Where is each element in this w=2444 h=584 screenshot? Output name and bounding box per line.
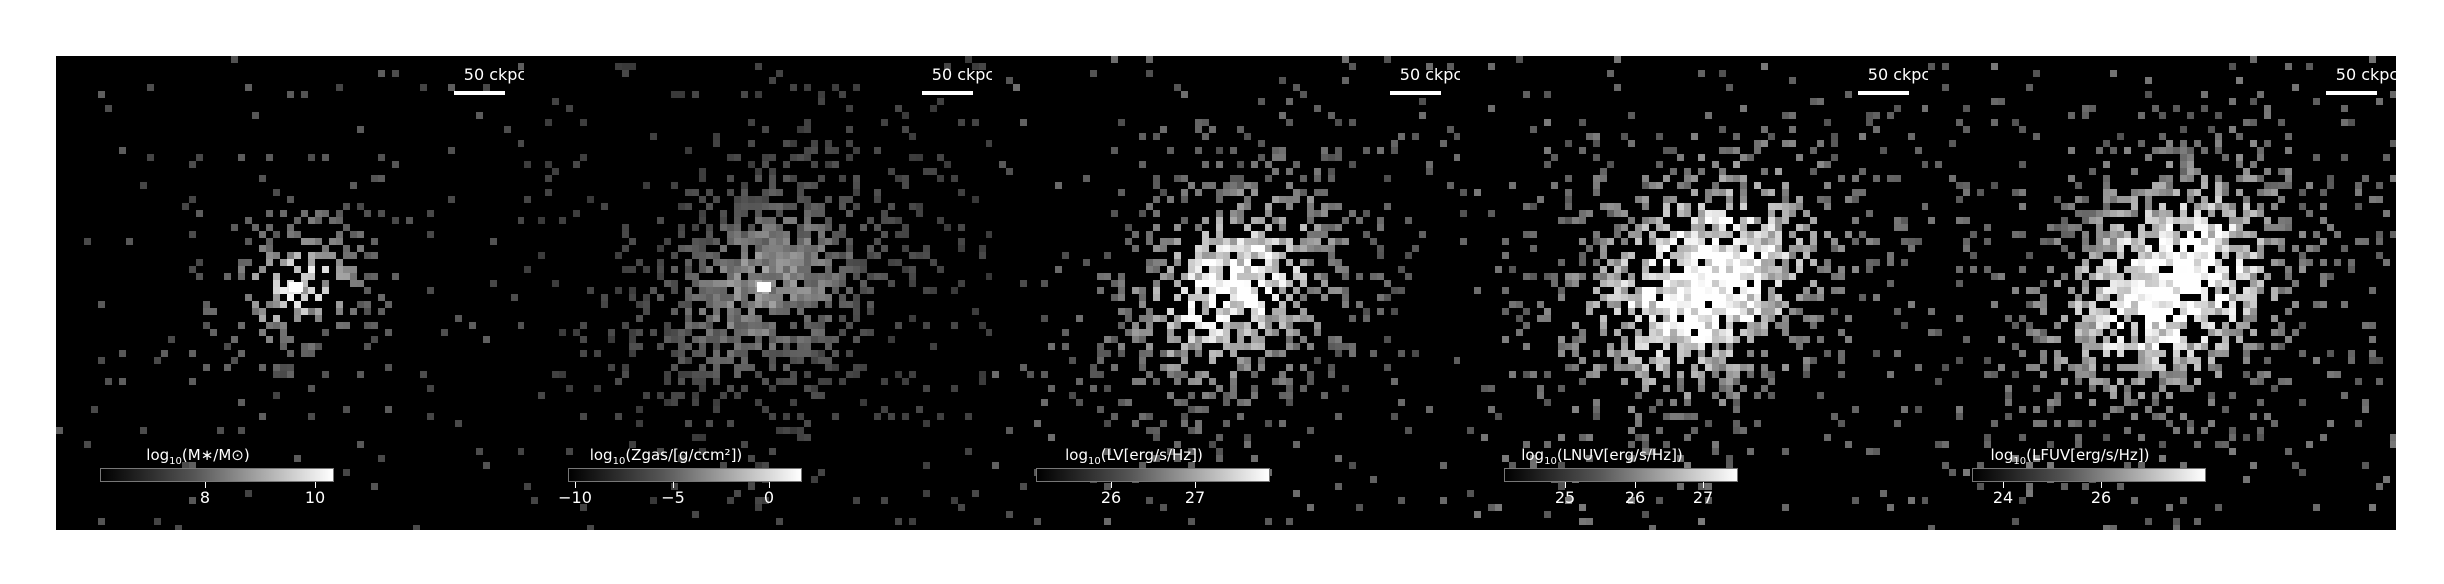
colorbar-tick-label: 8 — [199, 488, 211, 507]
luminosity-fuv-map — [1928, 56, 2396, 530]
colorbar-tick — [2003, 482, 2004, 488]
colorbar-tick — [1635, 482, 1636, 488]
colorbar — [1036, 468, 1270, 482]
scale-bar-label: 50 ckpc — [1399, 65, 1460, 84]
scale-bar-label: 50 ckpc — [2335, 65, 2396, 84]
colorbar-tick-label: −5 — [661, 488, 685, 507]
colorbar-tick — [769, 482, 770, 488]
scale-bar — [1390, 91, 1441, 95]
colorbar — [568, 468, 802, 482]
luminosity-nuv-map — [1460, 56, 1928, 530]
colorbar — [1972, 468, 2206, 482]
colorbar-tick-label: 0 — [763, 488, 775, 507]
colorbar-tick — [575, 482, 576, 488]
colorbar-tick — [315, 482, 316, 488]
colorbar-tick-label: 10 — [304, 488, 326, 507]
colorbar-tick — [673, 482, 674, 488]
colorbar — [100, 468, 334, 482]
colorbar-tick — [1565, 482, 1566, 488]
panel-luminosity-nuv: 50 ckpc log10(LNUV[erg/s/Hz]) 25 26 27 — [1460, 56, 1928, 530]
panel-stellar-mass: 50 ckpc log10(M∗/M⊙) 8 10 — [56, 56, 524, 530]
scale-bar-label: 50 ckpc — [1867, 65, 1928, 84]
metallicity-map — [524, 56, 992, 530]
scale-bar-label: 50 ckpc — [463, 65, 524, 84]
stellar-mass-map — [56, 56, 524, 530]
colorbar-label: log10(LV[erg/s/Hz]) — [1065, 446, 1203, 467]
colorbar-tick-label: 25 — [1554, 488, 1576, 507]
colorbar-tick-label: 27 — [1692, 488, 1714, 507]
panel-luminosity-fuv: 50 ckpc log10(LFUV[erg/s/Hz]) 24 26 — [1928, 56, 2396, 530]
colorbar-tick — [205, 482, 206, 488]
image-strip: 50 ckpc log10(M∗/M⊙) 8 10 50 ckpc log10(… — [56, 56, 2396, 530]
scale-bar-label: 50 ckpc — [931, 65, 992, 84]
colorbar-tick-label: 24 — [1992, 488, 2014, 507]
luminosity-v-map — [992, 56, 1460, 525]
scale-bar — [2326, 91, 2377, 95]
colorbar-tick-label: −10 — [558, 488, 592, 507]
colorbar-tick-label: 26 — [2090, 488, 2112, 507]
colorbar-tick — [1195, 482, 1196, 488]
panel-luminosity-v: 50 ckpc log10(LV[erg/s/Hz]) 26 27 — [992, 56, 1460, 530]
colorbar-label: log10(Zgas/[g/ccm²]) — [589, 446, 743, 467]
colorbar — [1504, 468, 1738, 482]
colorbar-label: log10(LFUV[erg/s/Hz]) — [1990, 446, 2150, 467]
colorbar-tick-label: 26 — [1624, 488, 1646, 507]
panel-metallicity: 50 ckpc log10(Zgas/[g/ccm²]) −10 −5 0 — [524, 56, 992, 530]
colorbar-tick — [1111, 482, 1112, 488]
scale-bar — [454, 91, 505, 95]
colorbar-tick-label: 27 — [1184, 488, 1206, 507]
colorbar-label: log10(M∗/M⊙) — [146, 446, 250, 467]
colorbar-label: log10(LNUV[erg/s/Hz]) — [1521, 446, 1683, 467]
scale-bar — [922, 91, 973, 95]
colorbar-tick — [1703, 482, 1704, 488]
scale-bar — [1858, 91, 1909, 95]
colorbar-tick-label: 26 — [1100, 488, 1122, 507]
colorbar-tick — [2101, 482, 2102, 488]
